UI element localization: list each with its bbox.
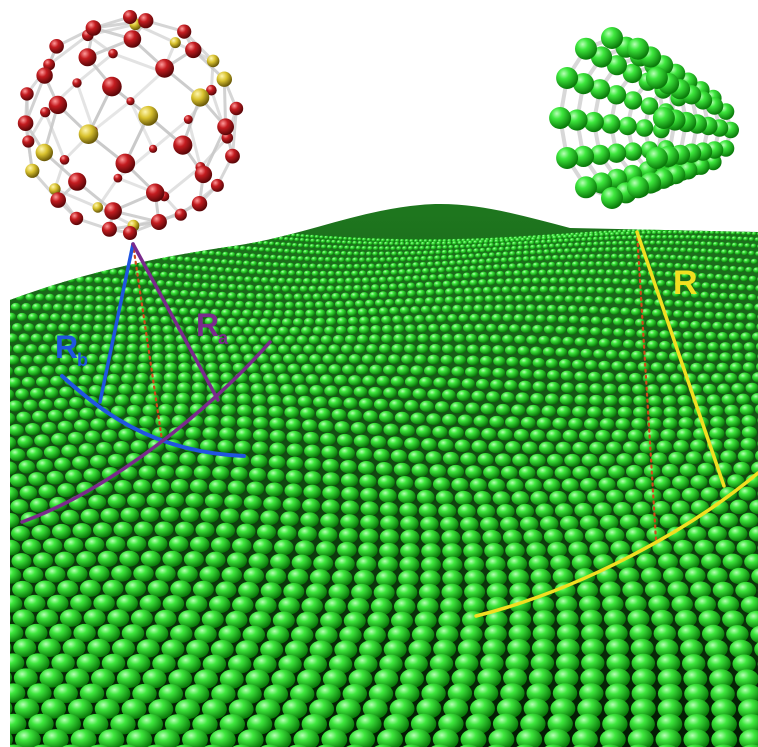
label-rb-main: R [55,329,78,365]
ra-arc [20,340,272,524]
label-ra-sub: a [218,328,229,348]
carbon-nanotube [549,27,739,209]
rb-radius-line [98,242,135,404]
label-rb: R b [55,329,88,370]
fullerene-molecule [17,10,244,240]
label-r-main: R [673,264,698,302]
r-arc [474,471,758,618]
r-radius-line [635,230,726,488]
rippled-graphene-sheet [10,204,758,747]
label-r: R [673,264,698,302]
ra-radius-line [131,242,220,402]
fullerene-normal-line [131,242,164,442]
curvature-guides [20,230,758,618]
label-ra-main: R [196,307,219,343]
label-rb-sub: b [77,350,88,370]
label-ra: R a [196,307,229,348]
nanotube-normal-line [635,230,658,542]
rb-arc [60,374,246,458]
